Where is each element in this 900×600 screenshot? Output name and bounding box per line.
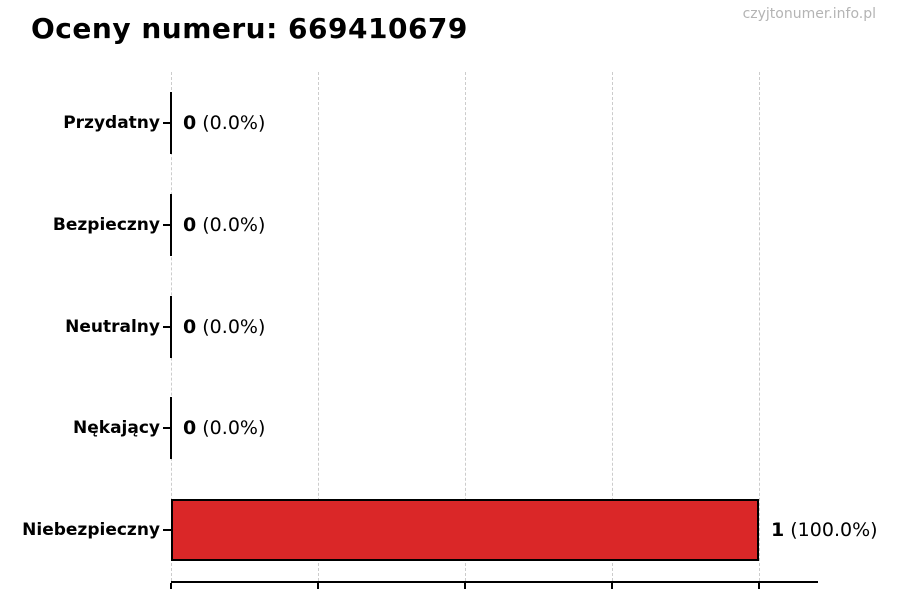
- gridline: [758, 72, 760, 581]
- zero-bar-edge: [170, 193, 172, 256]
- value-label: 1 (100.0%): [771, 515, 878, 545]
- value-percent: (0.0%): [196, 315, 266, 338]
- gridline: [611, 72, 613, 581]
- value-percent: (0.0%): [196, 213, 266, 236]
- y-axis-tick: [163, 223, 171, 226]
- y-axis-tick: [163, 325, 171, 328]
- value-count: 1: [771, 519, 785, 542]
- value-label: 0 (0.0%): [183, 413, 265, 443]
- category-label: Bezpieczny: [52, 214, 160, 235]
- value-percent: (0.0%): [196, 417, 266, 440]
- value-label: 0 (0.0%): [183, 312, 265, 342]
- watermark-text: czyjtonumer.info.pl: [742, 6, 876, 22]
- value-percent: (0.0%): [196, 111, 266, 134]
- x-axis-tick: [758, 583, 760, 589]
- value-label: 0 (0.0%): [183, 108, 265, 138]
- x-axis-tick: [317, 583, 319, 589]
- zero-bar-edge: [170, 91, 172, 154]
- plot-area: Przydatny 0 (0.0%) Bezpieczny 0 (0.0%) Neutr…: [22, 72, 878, 589]
- value-count: 0: [183, 111, 197, 134]
- value-label: 0 (0.0%): [183, 210, 265, 240]
- y-axis-tick: [163, 529, 171, 532]
- value-count: 0: [183, 213, 197, 236]
- y-axis-tick: [163, 121, 171, 124]
- zero-bar-edge: [170, 397, 172, 460]
- x-axis-tick: [170, 583, 172, 589]
- gridline: [317, 72, 319, 581]
- gridline: [464, 72, 466, 581]
- value-count: 0: [183, 417, 197, 440]
- x-axis-tick: [611, 583, 613, 589]
- zero-bar-edge: [170, 295, 172, 358]
- x-axis-tick: [464, 583, 466, 589]
- bar: [171, 499, 759, 562]
- chart-title: Oceny numeru: 669410679: [31, 12, 468, 45]
- category-label: Nękający: [73, 418, 160, 439]
- y-axis-tick: [163, 427, 171, 430]
- value-count: 0: [183, 315, 197, 338]
- category-label: Neutralny: [65, 316, 160, 337]
- category-label: Niebezpieczny: [22, 520, 160, 541]
- category-label: Przydatny: [63, 112, 160, 133]
- value-percent: (100.0%): [784, 519, 878, 542]
